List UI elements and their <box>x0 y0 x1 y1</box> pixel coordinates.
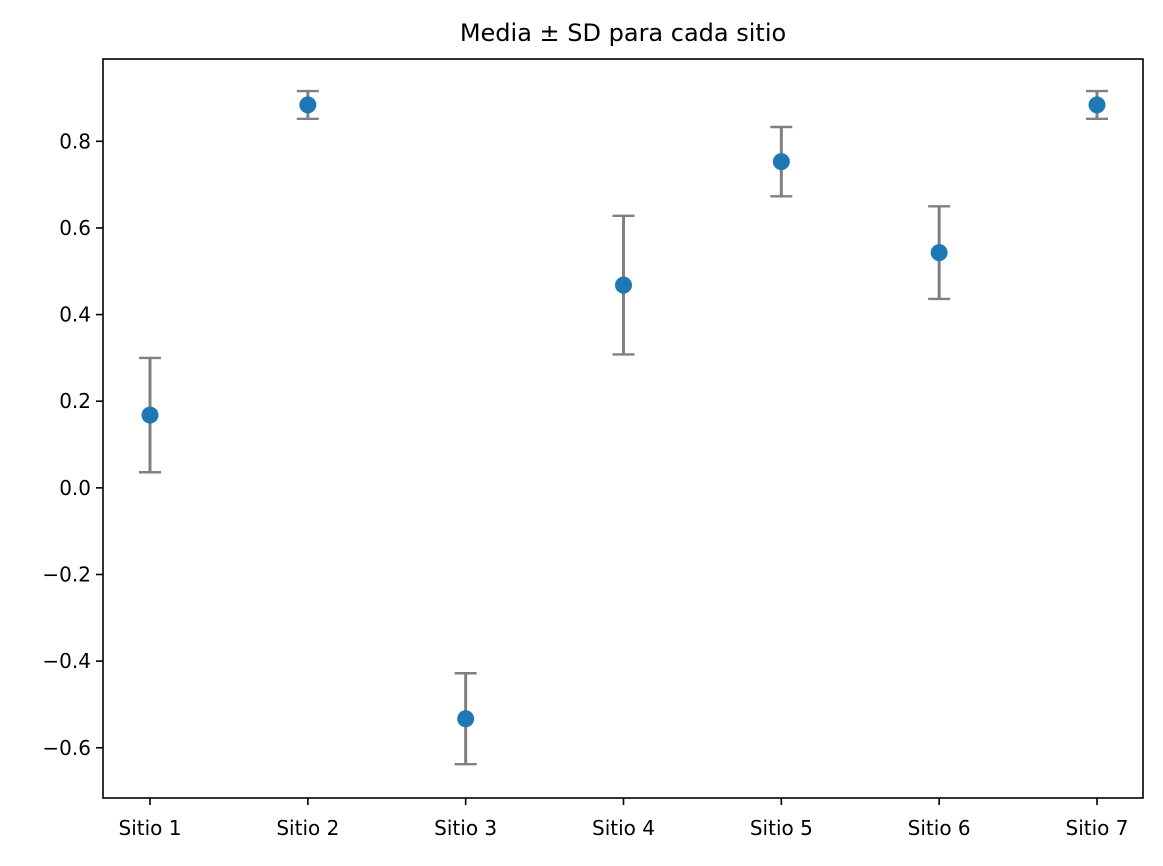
y-tick-label: −0.4 <box>42 649 91 673</box>
x-tick-label: Sitio 2 <box>276 816 339 840</box>
x-tick-label: Sitio 4 <box>592 816 655 840</box>
data-point <box>1088 96 1106 114</box>
data-point <box>615 276 632 294</box>
y-tick-label: 0.0 <box>59 476 91 500</box>
data-point <box>930 244 948 262</box>
y-tick-label: 0.2 <box>59 389 91 413</box>
x-tick-label: Sitio 1 <box>119 816 182 840</box>
x-tick-label: Sitio 7 <box>1066 816 1129 840</box>
x-tick-label: Sitio 6 <box>908 816 971 840</box>
x-tick-label: Sitio 5 <box>750 816 813 840</box>
y-tick-label: 0.4 <box>59 303 91 327</box>
y-axis: −0.6 −0.4 −0.2 0.0 0.2 0.4 0.6 0.8 <box>42 129 103 760</box>
error-bars <box>139 89 1108 766</box>
chart-title: Media ± SD para cada sitio <box>460 19 786 47</box>
y-tick-label: 0.8 <box>59 129 91 153</box>
y-tick-label: 0.6 <box>59 216 91 240</box>
data-point <box>772 153 790 171</box>
y-tick-label: −0.2 <box>42 562 91 586</box>
data-point <box>141 406 159 424</box>
plot-frame <box>102 58 1144 799</box>
y-tick-label: −0.6 <box>42 736 91 760</box>
x-tick-label: Sitio 3 <box>434 816 497 840</box>
data-point <box>457 710 475 728</box>
x-axis: Sitio 1 Sitio 2 Sitio 3 Sitio 4 Sitio 5 Sitio… <box>119 798 1129 840</box>
data-points <box>141 96 1106 728</box>
data-point <box>299 96 317 114</box>
